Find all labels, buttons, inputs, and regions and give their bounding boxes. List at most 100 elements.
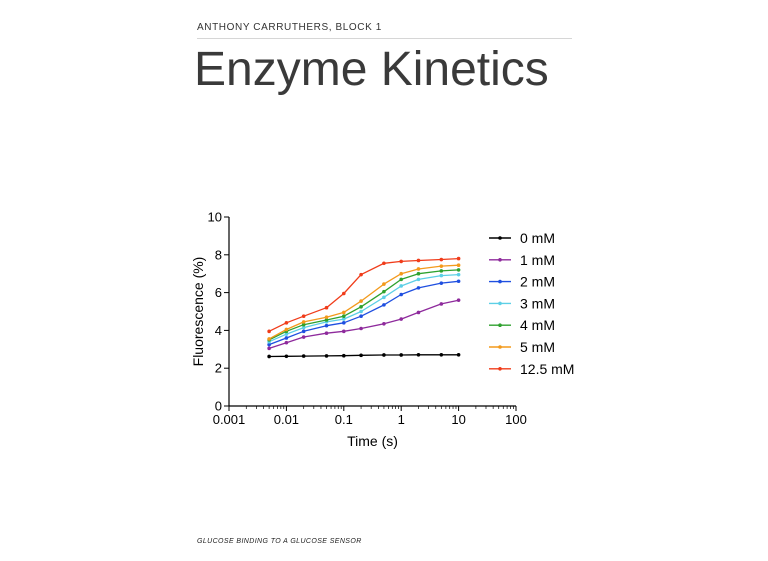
x-tick-label: 100	[505, 412, 527, 427]
data-point	[324, 323, 329, 328]
legend-marker	[498, 279, 502, 284]
data-point	[301, 335, 306, 339]
author-line: ANTHONY CARRUTHERS, BLOCK 1	[197, 22, 382, 33]
data-point	[301, 329, 306, 334]
header-divider	[197, 38, 572, 39]
data-point	[359, 272, 363, 277]
data-point	[342, 310, 346, 315]
page-title: Enzyme Kinetics	[194, 43, 549, 96]
data-point	[382, 289, 386, 294]
data-point	[382, 321, 386, 326]
legend-marker	[498, 367, 502, 371]
data-point	[456, 298, 461, 302]
data-point	[342, 291, 346, 296]
data-point	[416, 352, 421, 357]
series-line-6	[268, 257, 459, 332]
data-point	[399, 353, 404, 357]
data-point	[416, 310, 421, 315]
series-line-0	[269, 354, 459, 358]
data-point	[284, 327, 289, 332]
legend-label: 1 mM	[520, 252, 555, 268]
data-point	[382, 282, 386, 286]
data-point	[416, 277, 421, 282]
data-point	[359, 314, 363, 319]
y-tick-label: 6	[215, 285, 222, 300]
y-tick-label: 4	[215, 323, 222, 338]
figure-caption: GLUCOSE BINDING TO A GLUCOSE SENSOR	[197, 538, 362, 545]
data-point	[399, 277, 404, 282]
data-point	[456, 263, 461, 267]
x-tick-label: 1	[398, 412, 405, 427]
x-axis-label: Time (s)	[347, 433, 398, 449]
data-point	[439, 269, 444, 273]
data-point	[382, 295, 386, 300]
data-point	[399, 317, 404, 321]
data-point	[301, 314, 306, 319]
data-point	[416, 267, 421, 271]
data-point	[359, 353, 363, 358]
data-point	[324, 331, 329, 336]
legend-marker	[498, 301, 502, 306]
x-tick-label: 0.1	[335, 412, 353, 427]
y-tick-label: 10	[208, 210, 222, 225]
x-tick-label: 0.001	[213, 412, 246, 427]
data-point	[284, 336, 289, 340]
data-point	[359, 299, 363, 303]
data-point	[359, 304, 363, 309]
data-point	[382, 261, 386, 266]
data-point	[416, 286, 421, 290]
data-point	[342, 329, 346, 334]
data-point	[416, 258, 421, 263]
legend-label: 3 mM	[520, 295, 555, 311]
data-point	[324, 318, 329, 322]
data-point	[439, 273, 444, 278]
data-point	[382, 353, 386, 357]
y-tick-label: 2	[215, 361, 222, 376]
data-point	[324, 305, 329, 310]
data-point	[267, 329, 271, 334]
series-line-2	[268, 280, 459, 346]
data-point	[284, 321, 289, 325]
data-point	[382, 303, 386, 307]
data-point	[456, 272, 461, 277]
data-point	[439, 257, 444, 262]
legend-label: 12.5 mM	[520, 361, 574, 377]
legend-label: 2 mM	[520, 274, 555, 290]
data-point	[324, 354, 329, 358]
data-point	[416, 271, 421, 276]
data-point	[342, 317, 346, 321]
data-point	[301, 325, 306, 330]
legend-marker	[498, 258, 502, 262]
data-point	[399, 259, 404, 264]
x-tick-label: 0.01	[274, 412, 299, 427]
data-point	[301, 322, 306, 327]
data-point	[359, 309, 363, 314]
data-point	[284, 340, 289, 345]
data-point	[439, 281, 444, 285]
legend-label: 5 mM	[520, 339, 555, 355]
data-point	[342, 314, 346, 319]
y-axis-label: Fluorescence (%)	[190, 257, 206, 367]
data-point	[301, 320, 306, 324]
data-point	[342, 321, 346, 325]
data-point	[267, 337, 271, 341]
data-point	[267, 346, 271, 351]
y-tick-label: 8	[215, 247, 222, 262]
legend-marker	[498, 323, 502, 328]
data-point	[267, 354, 271, 359]
data-point	[284, 354, 289, 359]
data-point	[267, 342, 271, 347]
data-point	[439, 352, 444, 357]
data-point	[359, 326, 363, 331]
legend-marker	[498, 236, 502, 240]
data-point	[324, 315, 329, 319]
x-tick-label: 10	[451, 412, 465, 427]
y-tick-label: 0	[215, 399, 222, 414]
data-point	[456, 268, 461, 272]
data-point	[399, 292, 404, 297]
data-point	[439, 264, 444, 268]
data-point	[284, 332, 289, 336]
legend-label: 4 mM	[520, 317, 555, 333]
data-point	[456, 352, 461, 357]
